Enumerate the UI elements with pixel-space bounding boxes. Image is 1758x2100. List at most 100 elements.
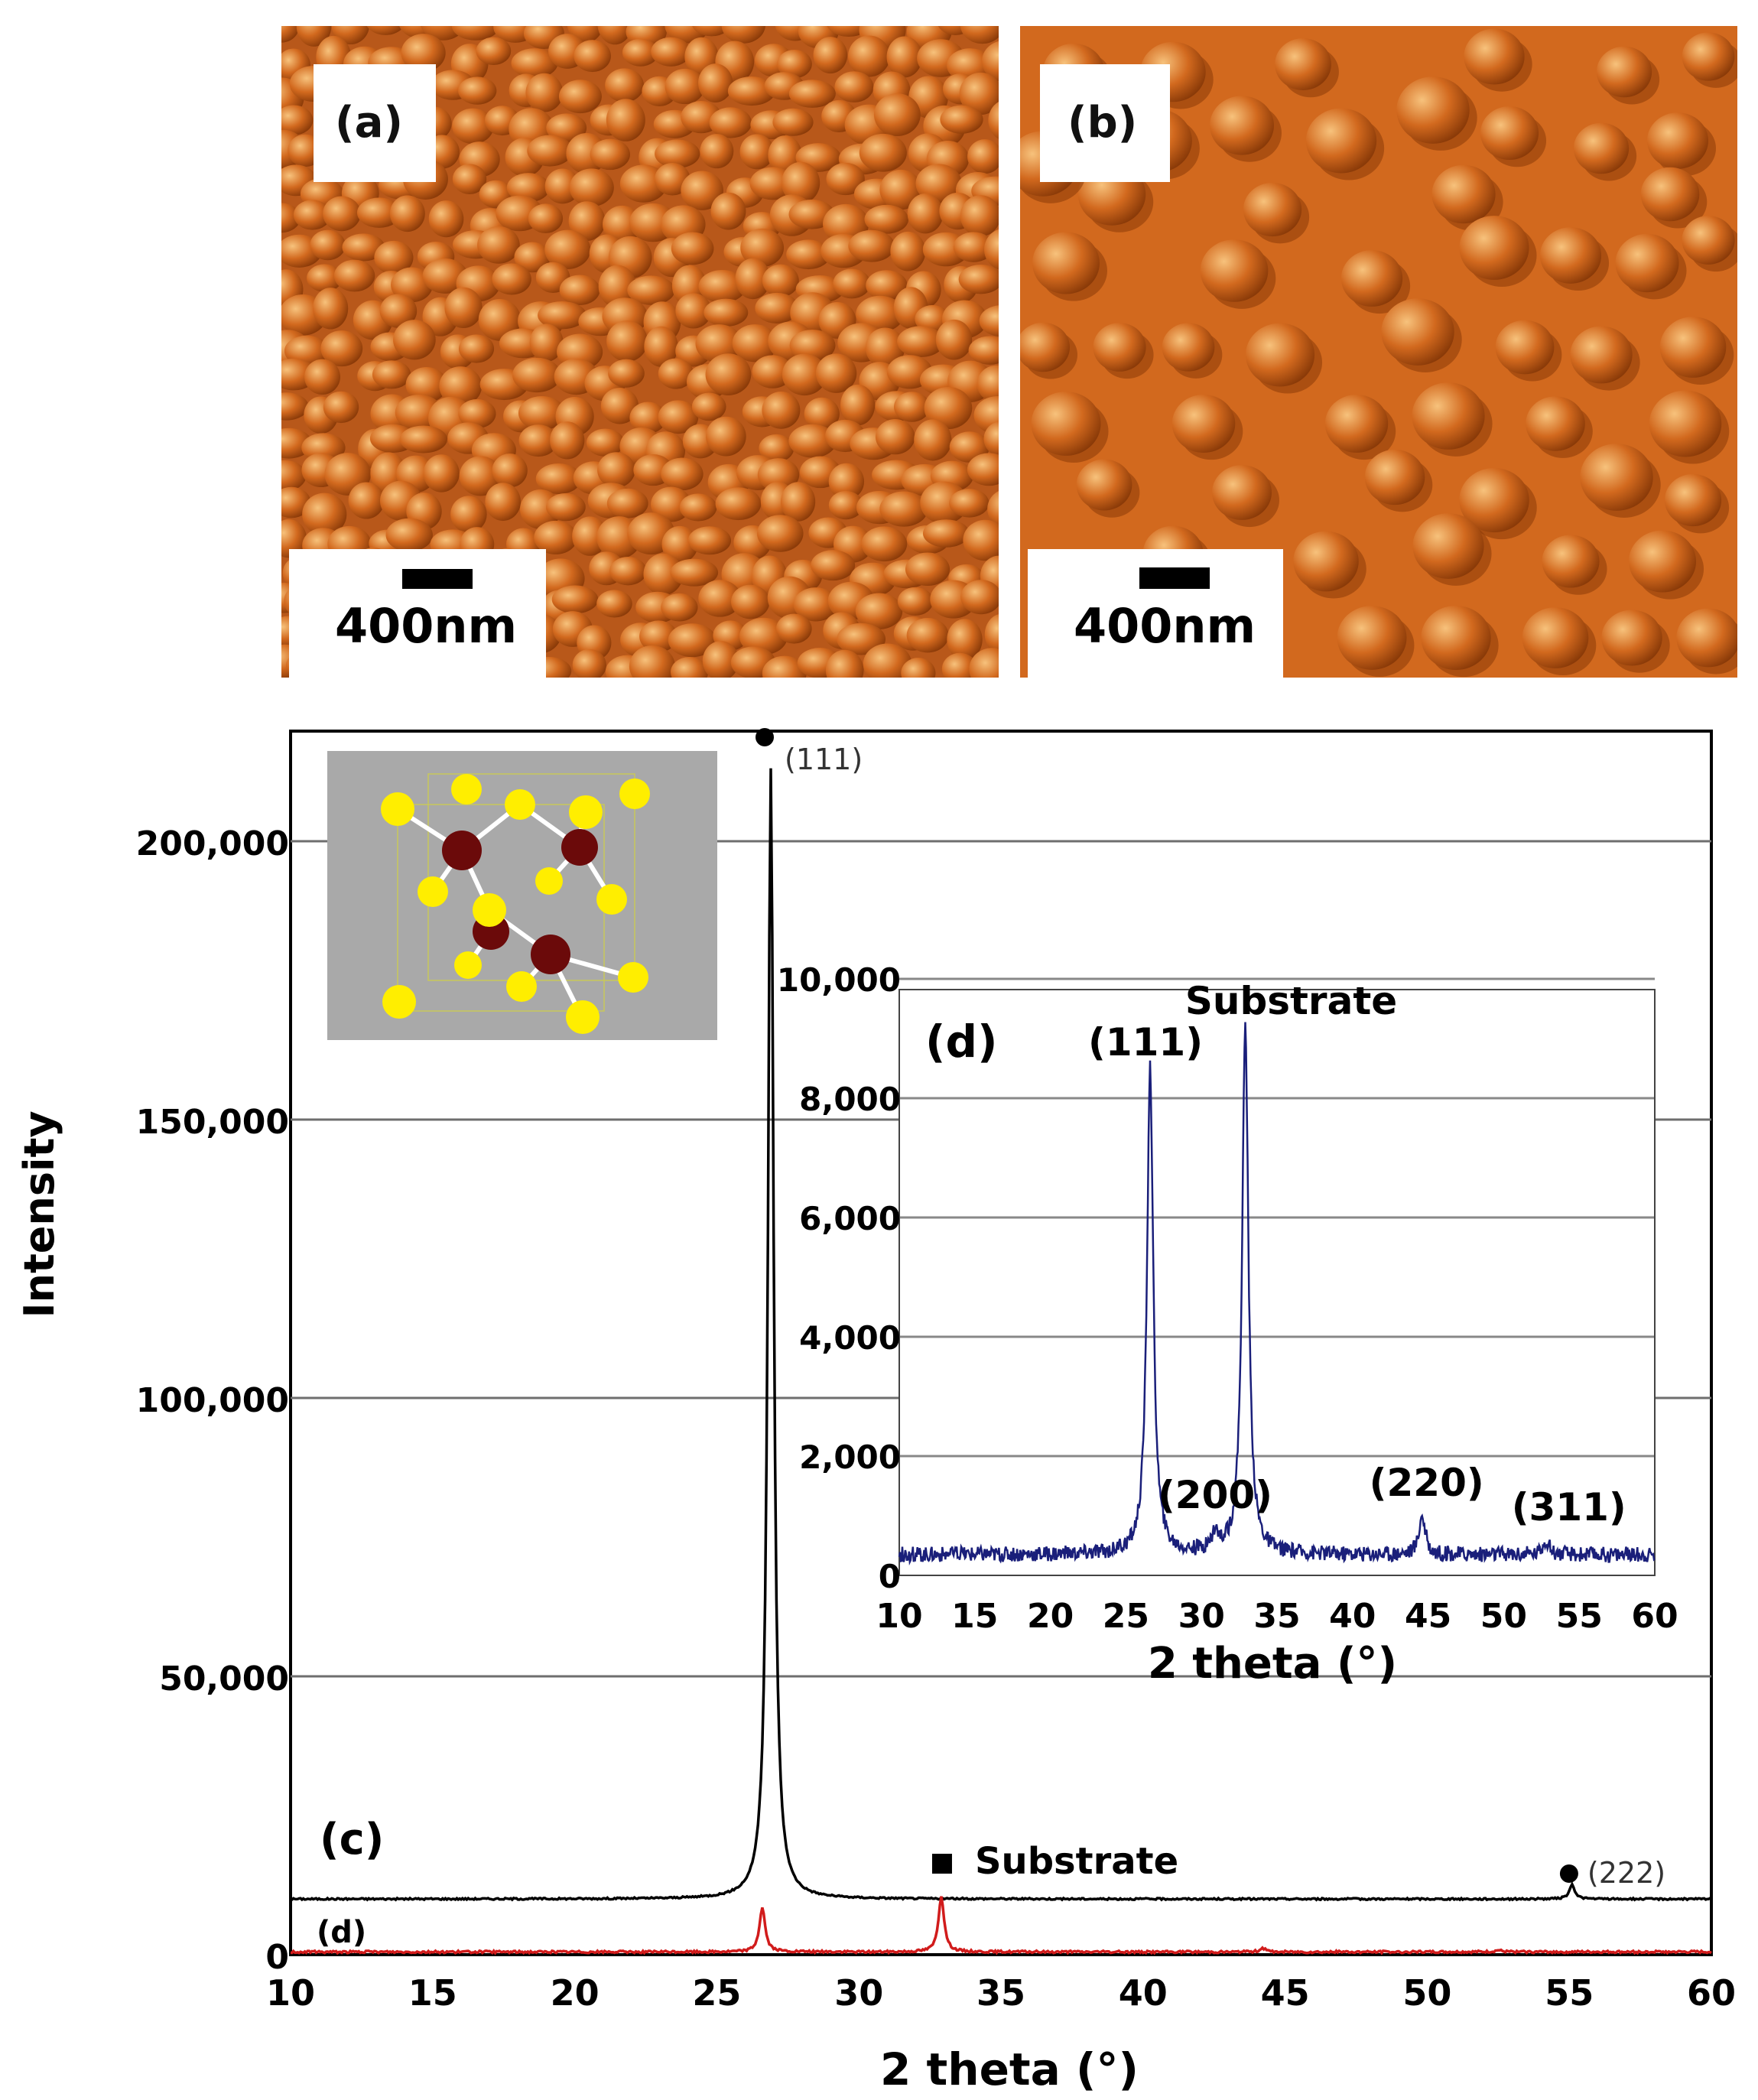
afm-grain bbox=[529, 323, 564, 362]
atom-yellow bbox=[418, 876, 448, 907]
afm-grain bbox=[451, 26, 500, 41]
afm-grain bbox=[863, 643, 912, 678]
afm-grain bbox=[988, 101, 999, 139]
afm-grain bbox=[984, 229, 999, 270]
afm-grain bbox=[828, 463, 865, 500]
afm-grain bbox=[865, 327, 905, 369]
afm-island bbox=[1464, 28, 1525, 85]
afm-grain bbox=[762, 264, 799, 297]
afm-grain bbox=[834, 71, 874, 102]
afm-grain bbox=[856, 295, 905, 333]
afm-grain bbox=[727, 76, 775, 106]
inset-chart: 0 2,000 4,000 6,000 8,000 10,000 10 15 20 25 30 35… bbox=[777, 961, 1678, 1689]
afm-grain bbox=[879, 491, 928, 527]
afm-grain bbox=[538, 301, 587, 330]
afm-grain bbox=[458, 76, 497, 105]
afm-grain bbox=[890, 231, 926, 271]
inset-peak-label: (311) bbox=[1512, 1485, 1626, 1529]
main-x-label: 2 theta (°) bbox=[880, 2043, 1139, 2095]
afm-grain bbox=[940, 105, 983, 134]
afm-grain bbox=[935, 319, 973, 360]
afm-grain bbox=[976, 365, 999, 403]
afm-grain bbox=[452, 164, 487, 194]
afm-grain bbox=[757, 515, 804, 552]
afm-island bbox=[1340, 250, 1403, 307]
atom-yellow bbox=[535, 867, 563, 895]
afm-grain bbox=[385, 518, 433, 552]
afm-grain bbox=[572, 649, 606, 678]
afm-island bbox=[1431, 164, 1496, 224]
inset-peak-label: (220) bbox=[1370, 1461, 1484, 1505]
afm-grain bbox=[597, 452, 635, 488]
atom-yellow bbox=[596, 884, 627, 915]
afm-grain bbox=[963, 519, 999, 561]
afm-grain bbox=[606, 488, 648, 518]
afm-grain bbox=[366, 26, 405, 35]
main-x-tick-label: 10 bbox=[266, 1972, 315, 2014]
crystal-atoms bbox=[381, 773, 650, 1034]
inset-grid bbox=[899, 977, 1655, 1458]
afm-grain bbox=[281, 105, 314, 135]
afm-grain bbox=[960, 580, 999, 615]
afm-grain bbox=[715, 487, 762, 521]
afm-grain bbox=[735, 258, 771, 300]
afm-grain bbox=[622, 38, 659, 67]
afm-grain bbox=[897, 587, 934, 616]
main-y-tick-label: 150,000 bbox=[136, 1103, 289, 1142]
inset-y-tick-label: 4,000 bbox=[799, 1319, 901, 1357]
afm-island bbox=[1364, 449, 1425, 505]
afm-grain bbox=[949, 489, 989, 518]
afm-grain bbox=[679, 493, 717, 522]
afm-island bbox=[1396, 76, 1470, 144]
afm-grain bbox=[698, 580, 742, 617]
afm-grain bbox=[661, 525, 698, 563]
afm-grain bbox=[506, 173, 551, 203]
afm-grain bbox=[922, 519, 970, 548]
main-x-tick-label: 45 bbox=[1261, 1972, 1310, 2014]
afm-island bbox=[1522, 607, 1589, 668]
afm-grain bbox=[983, 421, 999, 457]
afm-grain bbox=[655, 139, 700, 168]
afm-island bbox=[1031, 392, 1101, 456]
afm-grain bbox=[439, 366, 483, 406]
inset-x-tick-label: 35 bbox=[1253, 1597, 1300, 1636]
afm-grain bbox=[828, 490, 863, 520]
afm-grain bbox=[705, 353, 752, 395]
afm-island bbox=[1601, 610, 1662, 666]
substrate-label: Substrate bbox=[975, 1840, 1178, 1883]
afm-grain bbox=[777, 49, 812, 79]
main-y-tick-label: 0 bbox=[265, 1938, 289, 1977]
afm-grain bbox=[786, 239, 830, 270]
afm-grain bbox=[658, 400, 699, 434]
afm-grain bbox=[511, 48, 558, 79]
afm-grain bbox=[492, 453, 528, 488]
afm-grain bbox=[586, 428, 625, 457]
afm-island bbox=[1421, 605, 1491, 671]
afm-grain bbox=[772, 108, 814, 136]
afm-grain bbox=[706, 416, 746, 457]
afm-grain bbox=[859, 133, 907, 172]
inset-x-tick-label: 45 bbox=[1405, 1597, 1451, 1636]
afm-grain bbox=[788, 424, 837, 458]
panel-tag-b: (b) bbox=[1067, 98, 1138, 148]
afm-island bbox=[1381, 298, 1454, 366]
afm-island bbox=[1211, 465, 1272, 520]
main-x-tick-label: 25 bbox=[692, 1972, 741, 2014]
inset-frame bbox=[898, 989, 1656, 1576]
afm-island bbox=[1459, 216, 1529, 280]
afm-grain bbox=[901, 658, 936, 678]
afm-grain bbox=[757, 458, 800, 492]
afm-grain bbox=[947, 619, 983, 661]
afm-grain bbox=[702, 641, 739, 678]
afm-grain bbox=[393, 320, 436, 360]
afm-grain bbox=[907, 193, 944, 234]
inset-x-label: 2 theta (°) bbox=[1148, 1639, 1397, 1689]
inset-series-line bbox=[898, 1022, 1656, 1566]
afm-grain bbox=[776, 613, 812, 644]
atom-yellow bbox=[619, 779, 650, 809]
inset-y-ticks: 0 2,000 4,000 6,000 8,000 10,000 bbox=[777, 961, 901, 1595]
scale-bar-a bbox=[402, 569, 473, 589]
afm-grain bbox=[710, 192, 746, 230]
main-annotations: (111) (222) Substrate bbox=[756, 728, 1665, 1890]
afm-grain bbox=[698, 269, 746, 303]
